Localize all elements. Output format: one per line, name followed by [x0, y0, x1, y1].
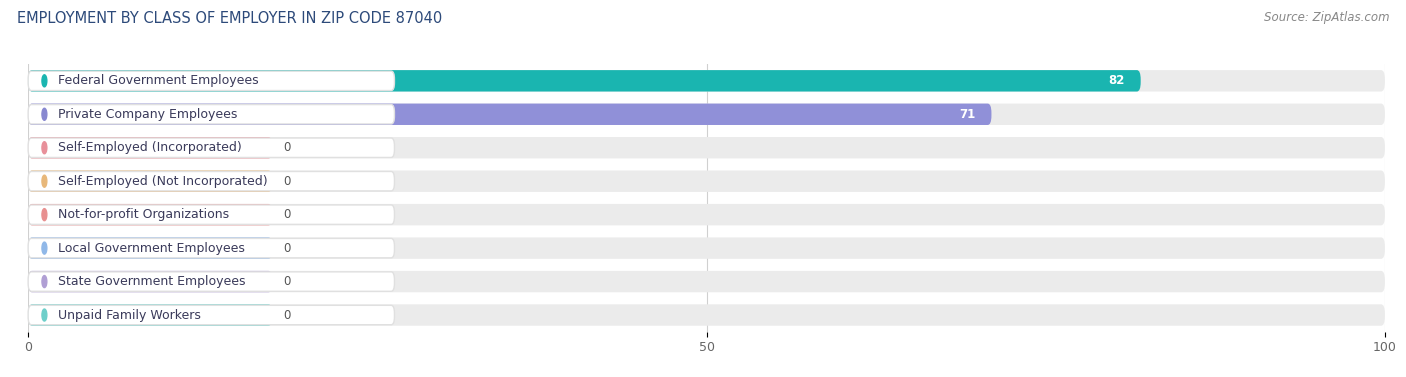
Circle shape [42, 108, 46, 120]
FancyBboxPatch shape [28, 104, 1385, 125]
Text: 82: 82 [1108, 74, 1125, 87]
Circle shape [42, 208, 46, 221]
FancyBboxPatch shape [28, 204, 273, 225]
Text: Self-Employed (Not Incorporated): Self-Employed (Not Incorporated) [58, 175, 267, 188]
Text: Self-Employed (Incorporated): Self-Employed (Incorporated) [58, 141, 242, 154]
Text: State Government Employees: State Government Employees [58, 275, 245, 288]
Text: Federal Government Employees: Federal Government Employees [58, 74, 259, 87]
Circle shape [42, 242, 46, 254]
FancyBboxPatch shape [28, 304, 1385, 326]
FancyBboxPatch shape [28, 137, 1385, 158]
Circle shape [42, 142, 46, 154]
FancyBboxPatch shape [28, 104, 991, 125]
FancyBboxPatch shape [28, 71, 395, 90]
FancyBboxPatch shape [28, 304, 273, 326]
FancyBboxPatch shape [28, 172, 395, 191]
FancyBboxPatch shape [28, 238, 273, 259]
FancyBboxPatch shape [28, 137, 273, 158]
Text: Local Government Employees: Local Government Employees [58, 242, 245, 254]
Circle shape [42, 75, 46, 87]
FancyBboxPatch shape [28, 272, 395, 291]
FancyBboxPatch shape [28, 205, 395, 224]
FancyBboxPatch shape [28, 271, 1385, 292]
Text: Unpaid Family Workers: Unpaid Family Workers [58, 308, 201, 322]
Text: Private Company Employees: Private Company Employees [58, 108, 238, 121]
Circle shape [42, 309, 46, 321]
FancyBboxPatch shape [28, 104, 395, 124]
Circle shape [42, 276, 46, 288]
Text: 0: 0 [283, 242, 291, 254]
Circle shape [42, 175, 46, 187]
Text: 0: 0 [283, 175, 291, 188]
Text: Source: ZipAtlas.com: Source: ZipAtlas.com [1264, 11, 1389, 24]
FancyBboxPatch shape [28, 170, 273, 192]
Text: 0: 0 [283, 141, 291, 154]
FancyBboxPatch shape [28, 238, 1385, 259]
Text: EMPLOYMENT BY CLASS OF EMPLOYER IN ZIP CODE 87040: EMPLOYMENT BY CLASS OF EMPLOYER IN ZIP C… [17, 11, 441, 26]
FancyBboxPatch shape [28, 70, 1140, 92]
Text: 0: 0 [283, 275, 291, 288]
Text: Not-for-profit Organizations: Not-for-profit Organizations [58, 208, 229, 221]
FancyBboxPatch shape [28, 138, 395, 158]
FancyBboxPatch shape [28, 204, 1385, 225]
Text: 0: 0 [283, 208, 291, 221]
FancyBboxPatch shape [28, 305, 395, 325]
FancyBboxPatch shape [28, 70, 1385, 92]
FancyBboxPatch shape [28, 271, 273, 292]
Text: 0: 0 [283, 308, 291, 322]
FancyBboxPatch shape [28, 238, 395, 258]
Text: 71: 71 [959, 108, 976, 121]
FancyBboxPatch shape [28, 170, 1385, 192]
